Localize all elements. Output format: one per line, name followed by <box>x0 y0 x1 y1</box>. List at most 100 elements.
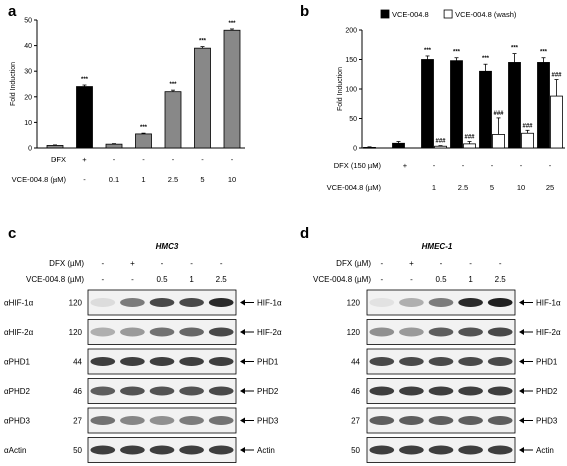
protein-label: PHD2 <box>536 387 558 396</box>
antibody-label: αPHD1 <box>4 358 31 367</box>
blot-band <box>458 298 483 307</box>
blot-band <box>369 327 395 337</box>
band-arrowhead <box>519 329 524 335</box>
blot-band <box>458 416 483 425</box>
blot-band <box>179 416 204 425</box>
blot-band <box>399 357 424 366</box>
condition-value: - <box>201 155 204 164</box>
condition-value: 25 <box>546 183 554 192</box>
significance-mark: *** <box>540 50 548 56</box>
blot-band <box>90 386 116 396</box>
protein-label: HIF-1α <box>257 299 282 308</box>
molecular-weight-label: 120 <box>347 299 361 308</box>
band-arrowhead <box>519 417 524 424</box>
blot-band <box>90 445 116 455</box>
blot-band <box>487 445 513 455</box>
condition-value: + <box>82 155 87 164</box>
lane-condition-value: - <box>161 259 164 268</box>
protein-label: HIF-1α <box>536 299 561 308</box>
condition-value: - <box>520 161 523 170</box>
blot-band <box>120 416 145 425</box>
blot-band <box>208 416 234 425</box>
significance-mark: ### <box>493 111 504 117</box>
blot-band <box>428 386 454 396</box>
band-arrowhead <box>240 388 245 394</box>
bar <box>550 95 563 149</box>
bar <box>363 147 376 149</box>
condition-value: - <box>142 155 145 164</box>
y-tick-label: 0 <box>28 146 32 153</box>
y-tick-label: 50 <box>24 18 32 25</box>
blot-band <box>208 386 234 396</box>
panel-label-a: a <box>8 3 17 20</box>
bar <box>434 145 447 149</box>
molecular-weight-label: 50 <box>351 446 360 455</box>
blot-band <box>428 357 454 366</box>
blot-band <box>399 298 424 307</box>
condition-label: DFX (150 µM) <box>334 161 382 170</box>
panel-label-c: c <box>8 225 16 242</box>
condition-value: - <box>83 175 86 184</box>
condition-value: - <box>462 161 465 170</box>
y-tick-label: 10 <box>24 120 32 127</box>
blot-band <box>208 298 234 307</box>
blot-band <box>487 327 513 337</box>
molecular-weight-label: 46 <box>73 387 82 396</box>
blot-band <box>399 386 424 396</box>
blot-band <box>179 327 204 337</box>
lane-condition-value: - <box>131 275 134 284</box>
panel-label-b: b <box>300 3 309 20</box>
lane-condition-value: - <box>220 259 223 268</box>
y-tick-label: 100 <box>345 87 357 94</box>
blot-band <box>399 416 424 425</box>
blot-band <box>90 416 116 425</box>
blot-band <box>90 357 116 366</box>
blot-band <box>149 386 175 396</box>
significance-mark: *** <box>81 77 89 83</box>
y-tick-label: 30 <box>24 69 32 76</box>
condition-value: - <box>433 161 436 170</box>
bar <box>392 142 405 149</box>
protein-label: Actin <box>536 446 554 455</box>
y-tick-label: 20 <box>24 94 32 101</box>
blot-band <box>120 445 145 455</box>
blot-band <box>428 298 454 307</box>
condition-value: - <box>491 161 494 170</box>
condition-value: 1 <box>141 175 145 184</box>
bar <box>223 29 241 149</box>
blot-band <box>90 298 116 307</box>
bar <box>463 143 476 149</box>
blot-band <box>208 445 234 455</box>
blot-band <box>120 327 145 337</box>
bar <box>76 86 93 149</box>
y-tick-label: 0 <box>353 146 357 153</box>
legend-swatch <box>380 9 390 19</box>
condition-value: - <box>549 161 552 170</box>
blot-band <box>208 327 234 337</box>
significance-mark: *** <box>228 21 236 27</box>
lane-condition-value: - <box>499 259 502 268</box>
bar <box>492 134 505 149</box>
condition-value: - <box>231 155 234 164</box>
condition-value: - <box>375 161 378 170</box>
antibody-label: αPHD2 <box>4 387 31 396</box>
lane-condition-value: 1 <box>189 275 194 284</box>
lane-condition-label: VCE-004.8 (µM) <box>26 275 84 284</box>
blot-band <box>428 445 454 455</box>
condition-value: 10 <box>517 183 525 192</box>
protein-label: HIF-2α <box>536 328 561 337</box>
lane-condition-value: - <box>380 275 383 284</box>
bar <box>164 91 182 149</box>
protein-label: Actin <box>257 446 275 455</box>
blot-band <box>458 386 483 396</box>
significance-mark: *** <box>140 125 148 131</box>
blot-band <box>120 298 145 307</box>
lane-condition-value: - <box>380 259 383 268</box>
blot-band <box>487 416 513 425</box>
blot-band <box>120 357 145 366</box>
molecular-weight-label: 27 <box>351 417 360 426</box>
molecular-weight-label: 50 <box>73 446 82 455</box>
lane-condition-value: 2.5 <box>495 275 507 284</box>
